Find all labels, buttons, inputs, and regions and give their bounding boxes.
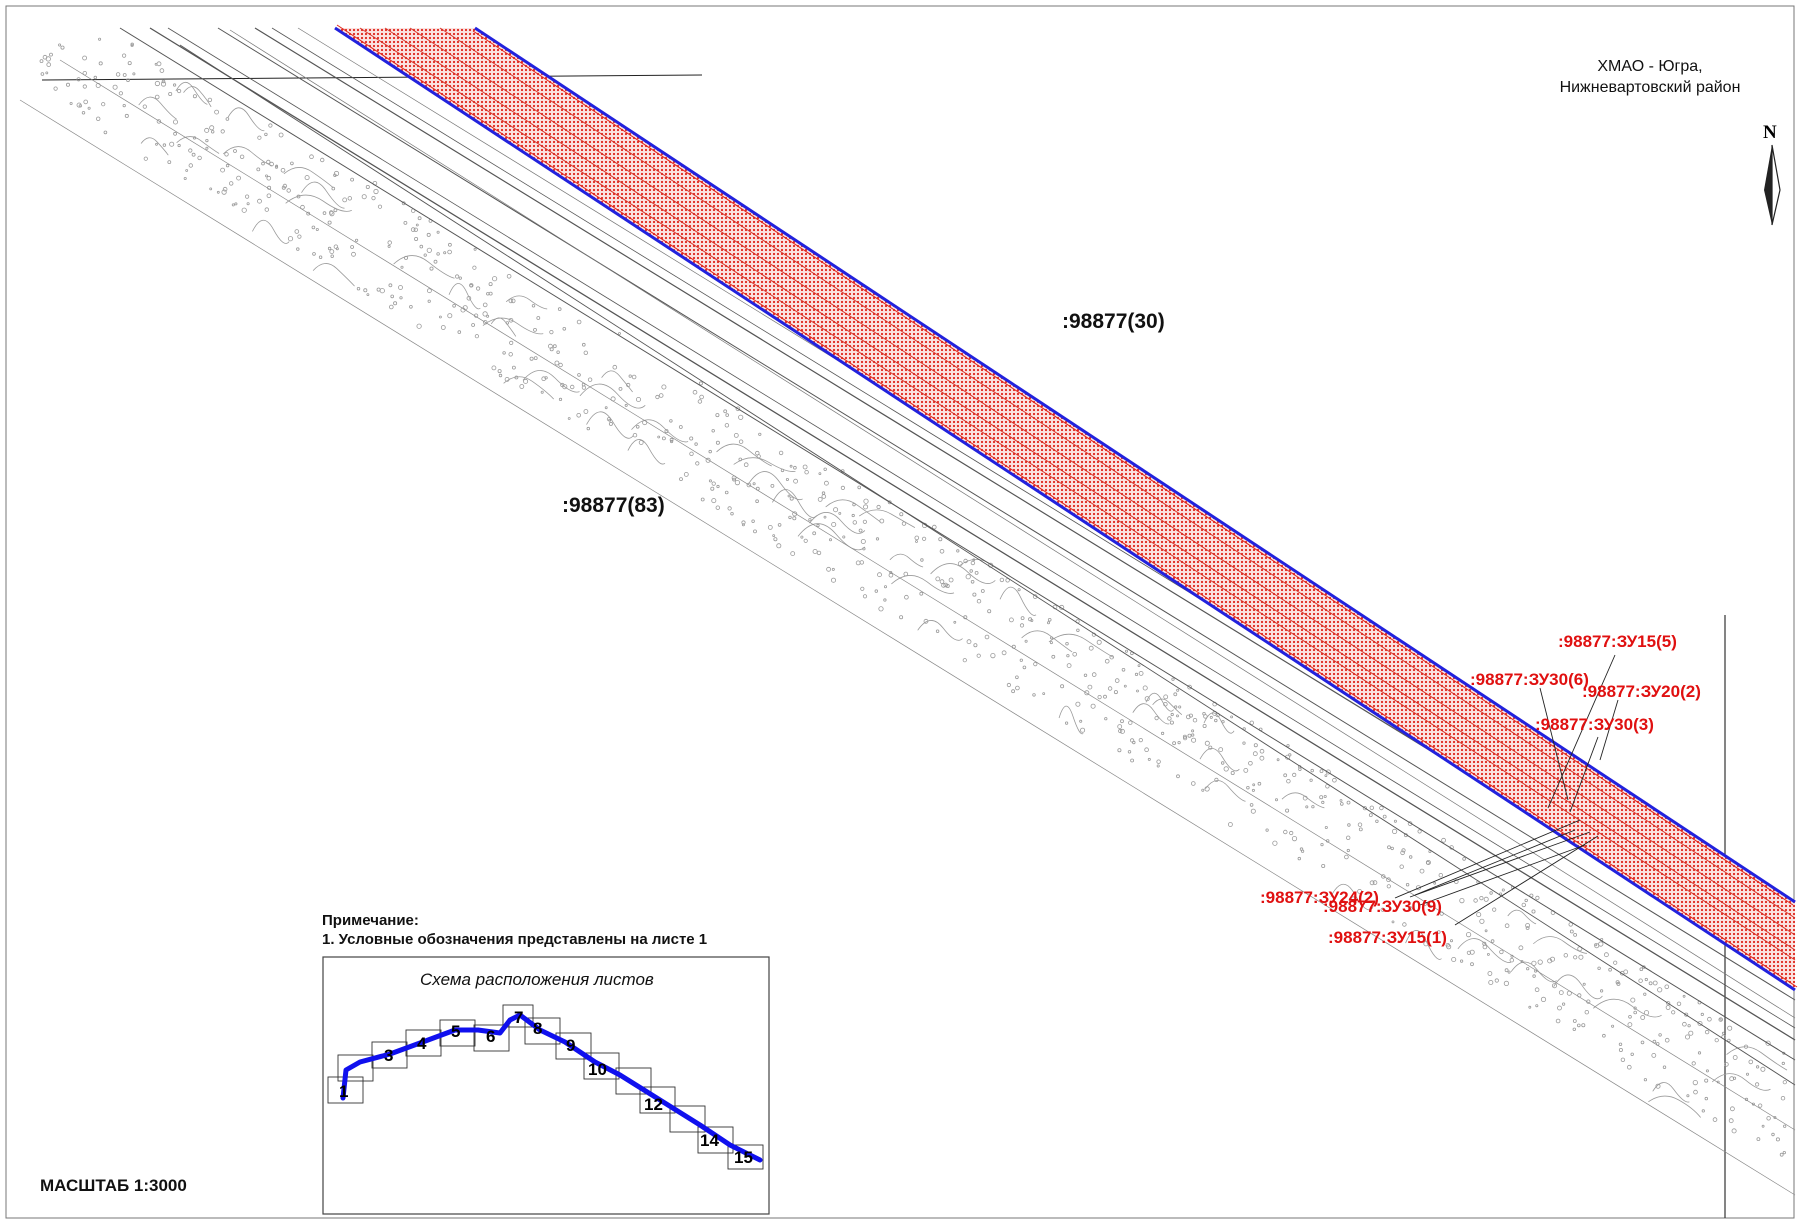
- region-line-2: Нижневартовский район: [1530, 77, 1770, 98]
- scale-label: МАСШТАБ 1:3000: [40, 1176, 187, 1196]
- sheet-label-7: 7: [514, 1008, 523, 1028]
- sheet-label-10: 10: [588, 1060, 607, 1080]
- ref-line-top: [42, 75, 702, 80]
- zu-label-30-3: :98877:ЗУ30(3): [1535, 715, 1654, 735]
- north-label: N: [1763, 122, 1777, 144]
- sheet-label-1: 1: [339, 1082, 348, 1102]
- map-frame: [6, 6, 1794, 1218]
- inset-title: Схема расположения листов: [420, 970, 654, 990]
- sheet-label-3: 3: [384, 1046, 393, 1066]
- sheet-label-5: 5: [451, 1022, 460, 1042]
- zu-label-15-5: :98877:ЗУ15(5): [1558, 632, 1677, 652]
- sheet-label-12: 12: [644, 1095, 663, 1115]
- zu-label-30-9: :98877:ЗУ30(9): [1323, 897, 1442, 917]
- terrain-texture: [40, 38, 1787, 1156]
- sheet-label-6: 6: [486, 1027, 495, 1047]
- zu-label-15-1: :98877:ЗУ15(1): [1328, 928, 1447, 948]
- notes-heading: Примечание:: [322, 912, 419, 929]
- sheet-label-15: 15: [734, 1148, 753, 1168]
- zu-label-30-6: :98877:ЗУ30(6): [1470, 670, 1589, 690]
- north-arrow-icon: [1764, 145, 1780, 225]
- region-label: ХМАО - Югра, Нижневартовский район: [1530, 56, 1770, 98]
- zu-label-20-2: :98877:ЗУ20(2): [1582, 682, 1701, 702]
- region-line-1: ХМАО - Югра,: [1530, 56, 1770, 77]
- sheet-label-14: 14: [700, 1131, 719, 1151]
- sheet-label-8: 8: [533, 1019, 542, 1039]
- inset-frame: [323, 957, 769, 1214]
- sheet-label-9: 9: [566, 1036, 575, 1056]
- notes-line-1: 1. Условные обозначения представлены на …: [322, 931, 707, 948]
- parcel-label-83: :98877(83): [562, 494, 665, 518]
- parcel-label-30: :98877(30): [1062, 310, 1165, 334]
- sheet-label-4: 4: [417, 1034, 426, 1054]
